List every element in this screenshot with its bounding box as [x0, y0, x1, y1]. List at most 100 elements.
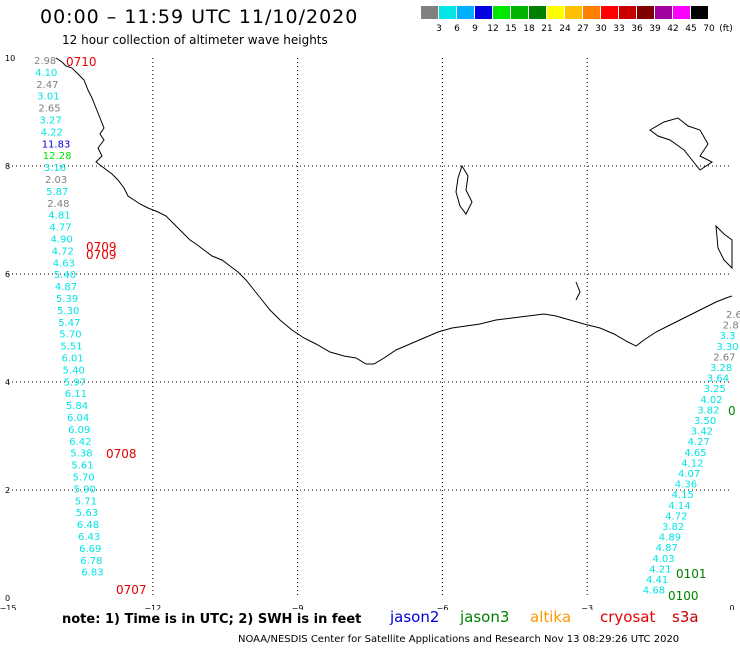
- wave-height-value: 4.22: [41, 127, 63, 138]
- y-tick-label: 4: [5, 378, 10, 387]
- time-label: 0: [728, 404, 736, 418]
- x-tick-label: −6: [437, 604, 449, 610]
- satellite-name: cryosat: [600, 608, 656, 626]
- satellite-name: altika: [530, 608, 572, 626]
- wave-height-value: 12.28: [43, 151, 72, 162]
- legend-unit: (ft): [719, 24, 733, 34]
- legend-label: 3: [436, 24, 442, 34]
- legend-label: 30: [595, 24, 607, 34]
- time-label: 0101: [676, 567, 707, 581]
- wave-height-value: 2.65: [38, 104, 60, 115]
- wave-height-value: 4.72: [52, 246, 74, 257]
- wave-height-value: 6.42: [69, 437, 91, 448]
- satellite-name: s3a: [672, 608, 699, 626]
- wave-height-value: 6.09: [68, 425, 90, 436]
- legend-swatch: [439, 6, 456, 19]
- wave-height-value: 5.71: [75, 496, 97, 507]
- wave-height-value: 4.63: [53, 258, 75, 269]
- y-tick-label: 8: [5, 162, 10, 171]
- time-label: 0709: [86, 248, 117, 262]
- chart-title: 00:00 – 11:59 UTC 11/10/2020: [40, 6, 359, 28]
- wave-height-value: 6.83: [81, 568, 103, 579]
- wave-height-value: 5.87: [46, 187, 68, 198]
- wave-height-value: 5.84: [66, 401, 88, 412]
- legend-label: 33: [613, 24, 625, 34]
- wave-height-value: 4.87: [55, 282, 77, 293]
- coastline-detail: [575, 281, 581, 301]
- legend-label: 45: [685, 24, 697, 34]
- chart-subtitle: 12 hour collection of altimeter wave hei…: [62, 33, 328, 47]
- wave-height-value: 2.6: [726, 310, 740, 321]
- time-label: 0100: [668, 589, 699, 603]
- legend-swatch: [619, 6, 636, 19]
- legend-swatch: [475, 6, 492, 19]
- wave-height-value: 5.38: [70, 449, 92, 460]
- wave-height-value: 4.07: [678, 469, 700, 480]
- satellite-name: jason3: [460, 608, 510, 626]
- wave-height-value: 4.89: [659, 533, 681, 544]
- wave-height-value: 2.03: [45, 175, 67, 186]
- coastline: [55, 57, 733, 365]
- wave-height-value: 3.82: [697, 405, 719, 416]
- wave-height-value: 2.8: [723, 321, 739, 332]
- wave-height-value: 6.04: [67, 413, 89, 424]
- wave-height-value: 4.10: [35, 68, 57, 79]
- legend-label: 42: [667, 24, 679, 34]
- legend-swatch: [673, 6, 690, 19]
- time-label: 0710: [66, 55, 97, 69]
- wave-height-value: 4.41: [646, 575, 668, 586]
- legend-swatch: [547, 6, 564, 19]
- wave-height-value: 4.15: [672, 490, 694, 501]
- credit-line: NOAA/NESDIS Center for Satellite Applica…: [238, 634, 680, 645]
- wave-height-value: 4.72: [665, 511, 687, 522]
- wave-height-value: 4.65: [684, 448, 706, 459]
- wave-height-value: 4.36: [675, 480, 697, 491]
- legend-swatch: [493, 6, 510, 19]
- wave-height-value: 4.14: [668, 501, 690, 512]
- wave-height-value: 5.40: [54, 270, 76, 281]
- wave-height-value: 4.02: [700, 395, 722, 406]
- wave-height-value: 6.69: [79, 544, 101, 555]
- legend-swatch: [511, 6, 528, 19]
- wave-height-value: 3.30: [716, 342, 738, 353]
- footnote: note: 1) Time is in UTC; 2) SWH is in fe…: [62, 612, 362, 627]
- legend-label: 6: [454, 24, 460, 34]
- wave-height-value: 5.40: [63, 365, 85, 376]
- legend-label: 27: [577, 24, 589, 34]
- wave-height-value: 4.90: [51, 235, 73, 246]
- wave-height-value: 6.01: [62, 354, 84, 365]
- wave-height-value: 3.64: [707, 374, 729, 385]
- legend-swatch: [601, 6, 618, 19]
- legend-swatch: [421, 6, 438, 19]
- wave-height-value: 6.48: [77, 520, 99, 531]
- wave-height-value: 6.43: [78, 532, 100, 543]
- y-tick-label: 2: [5, 486, 10, 495]
- wave-height-value: 2.98: [34, 56, 56, 67]
- island: [455, 164, 473, 215]
- wave-height-value: 3.28: [710, 363, 732, 374]
- wave-height-value: 4.87: [656, 543, 678, 554]
- wave-height-value: 2.47: [36, 80, 58, 91]
- legend-swatch: [583, 6, 600, 19]
- satellite-name: jason2: [390, 608, 440, 626]
- wave-height-value: 3.27: [40, 116, 62, 127]
- wave-height-value: 5.90: [74, 484, 96, 495]
- wave-height-value: 3.01: [37, 92, 59, 103]
- wave-height-value: 11.83: [42, 139, 71, 150]
- wave-height-value: 3.3: [720, 331, 736, 342]
- legend-label: 39: [649, 24, 661, 34]
- wave-height-value: 4.21: [649, 564, 671, 575]
- wave-height-value: 5.70: [73, 473, 95, 484]
- wave-height-value: 4.03: [652, 554, 674, 565]
- wave-height-value: 6.78: [80, 556, 102, 567]
- time-label: 0708: [106, 447, 137, 461]
- wave-height-value: 5.30: [57, 306, 79, 317]
- legend-label: 21: [541, 24, 553, 34]
- legend-label: 12: [487, 24, 499, 34]
- legend-label: 18: [523, 24, 535, 34]
- time-label: 0707: [116, 583, 147, 597]
- wave-height-value: 6.11: [65, 389, 87, 400]
- x-tick-label: 0: [729, 604, 734, 610]
- wave-height-value: 5.47: [58, 318, 80, 329]
